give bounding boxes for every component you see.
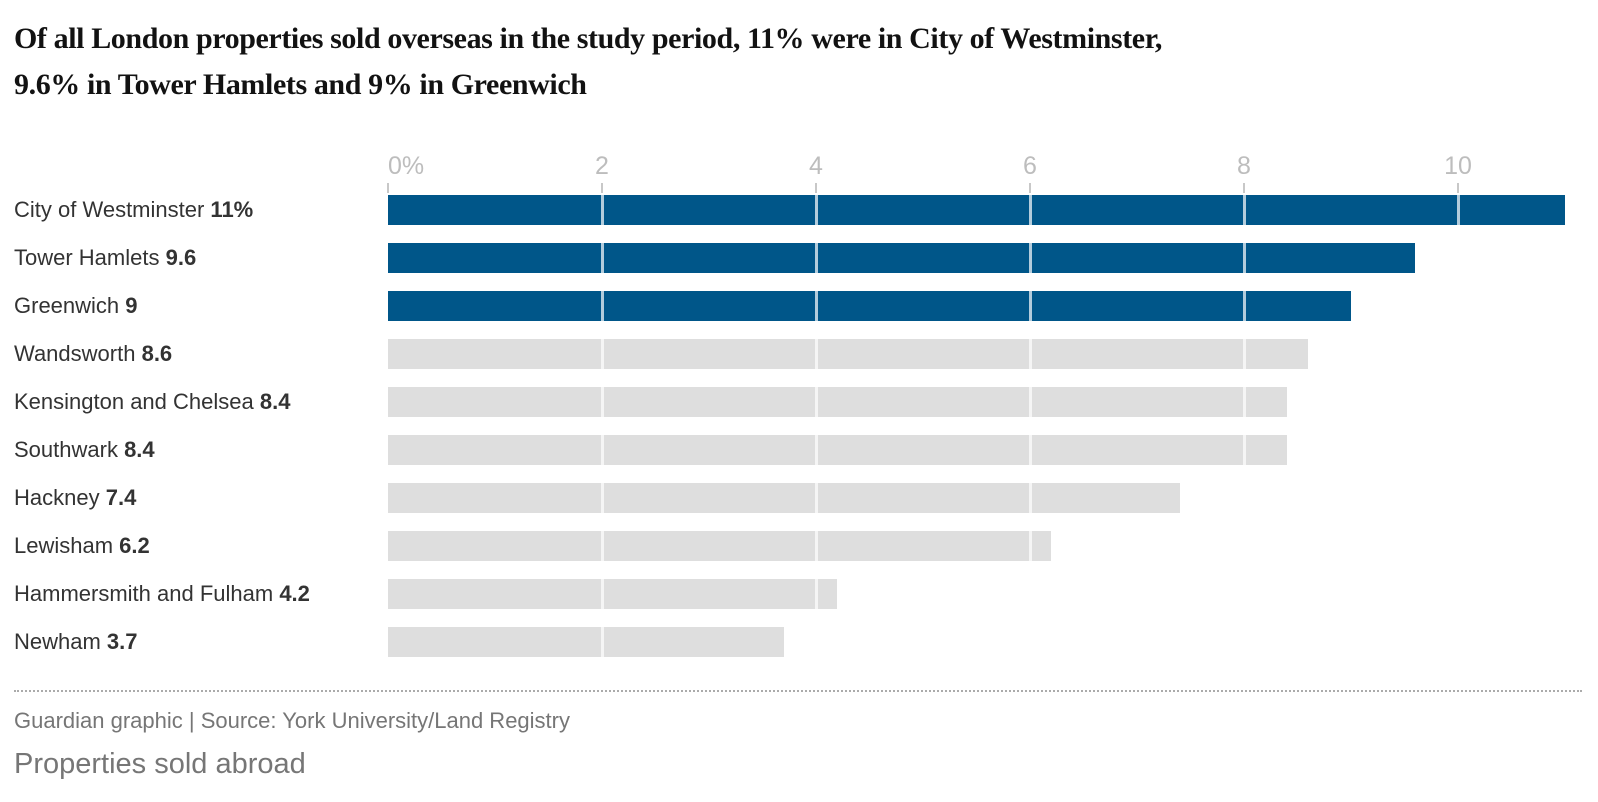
bar-category-label: Hammersmith and Fulham 4.2 <box>14 579 310 609</box>
category-name: Southwark <box>14 437 125 462</box>
chart-caption: Properties sold abroad <box>14 748 306 780</box>
bar-category-label: City of Westminster 11% <box>14 195 253 225</box>
x-axis-tick-label: 2 <box>595 152 609 180</box>
category-value: 3.7 <box>106 629 138 654</box>
category-value: 8.4 <box>259 389 291 414</box>
bar-row: Southwark 8.4 <box>0 435 1598 465</box>
category-name: Hackney <box>14 485 106 510</box>
bar <box>388 531 1051 561</box>
bar-row: City of Westminster 11% <box>0 195 1598 225</box>
category-value: 9.6 <box>165 245 197 270</box>
x-axis-tick-mark <box>387 183 389 193</box>
x-axis-tick-label: 6 <box>1023 152 1037 180</box>
x-axis-tick-mark <box>601 183 603 193</box>
bar-row: Greenwich 9 <box>0 291 1598 321</box>
x-axis-tick-label: 4 <box>809 152 823 180</box>
category-value: 7.4 <box>105 485 137 510</box>
category-value: 4.2 <box>279 581 310 606</box>
bar-row: Hackney 7.4 <box>0 483 1598 513</box>
bar-row: Tower Hamlets 9.6 <box>0 243 1598 273</box>
category-value: 11% <box>210 197 254 222</box>
bar-category-label: Greenwich 9 <box>14 291 138 321</box>
bar-category-label: Newham 3.7 <box>14 627 138 657</box>
footer-divider <box>14 690 1582 692</box>
x-axis-tick-mark <box>815 183 817 193</box>
bar-row: Lewisham 6.2 <box>0 531 1598 561</box>
gridline <box>1028 195 1032 657</box>
bar-row: Kensington and Chelsea 8.4 <box>0 387 1598 417</box>
bar-row: Newham 3.7 <box>0 627 1598 657</box>
bar <box>388 339 1308 369</box>
bar <box>388 387 1287 417</box>
chart-title: Of all London properties sold overseas i… <box>14 16 1554 108</box>
bar-category-label: Southwark 8.4 <box>14 435 155 465</box>
x-axis-tick-mark <box>1029 183 1031 193</box>
category-name: Kensington and Chelsea <box>14 389 260 414</box>
bar-category-label: Tower Hamlets 9.6 <box>14 243 196 273</box>
gridline <box>1456 195 1460 657</box>
bar-category-label: Hackney 7.4 <box>14 483 136 513</box>
bar <box>388 627 784 657</box>
x-axis-tick-mark <box>1243 183 1245 193</box>
category-name: Wandsworth <box>14 341 142 366</box>
gridline <box>814 195 818 657</box>
x-axis-tick-label: 10 <box>1444 152 1472 180</box>
bar <box>388 483 1180 513</box>
x-axis-tick-label: 8 <box>1237 152 1251 180</box>
category-name: City of Westminster <box>14 197 211 222</box>
x-axis-tick-label: 0% <box>388 152 425 180</box>
bar-category-label: Lewisham 6.2 <box>14 531 150 561</box>
bar <box>388 195 1565 225</box>
bar-category-label: Kensington and Chelsea 8.4 <box>14 387 290 417</box>
bar <box>388 579 837 609</box>
gridline <box>600 195 604 657</box>
source-credit: Guardian graphic | Source: York Universi… <box>14 708 570 733</box>
bar-row: Wandsworth 8.6 <box>0 339 1598 369</box>
category-value: 9 <box>125 293 138 318</box>
category-name: Greenwich <box>14 293 126 318</box>
x-axis-tick-mark <box>1457 183 1459 193</box>
category-value: 8.4 <box>124 437 155 462</box>
category-name: Tower Hamlets <box>14 245 166 270</box>
chart-title-line-1: Of all London properties sold overseas i… <box>14 22 1162 55</box>
bar <box>388 435 1287 465</box>
bar <box>388 291 1351 321</box>
chart-title-line-2: 9.6% in Tower Hamlets and 9% in Greenwic… <box>14 68 587 101</box>
category-name: Hammersmith and Fulham <box>14 581 280 606</box>
gridline <box>1242 195 1246 657</box>
category-value: 8.6 <box>141 341 173 366</box>
category-name: Newham <box>14 629 107 654</box>
bar <box>388 243 1415 273</box>
bar-row: Hammersmith and Fulham 4.2 <box>0 579 1598 609</box>
category-name: Lewisham <box>14 533 120 558</box>
bar-category-label: Wandsworth 8.6 <box>14 339 172 369</box>
category-value: 6.2 <box>119 533 150 558</box>
